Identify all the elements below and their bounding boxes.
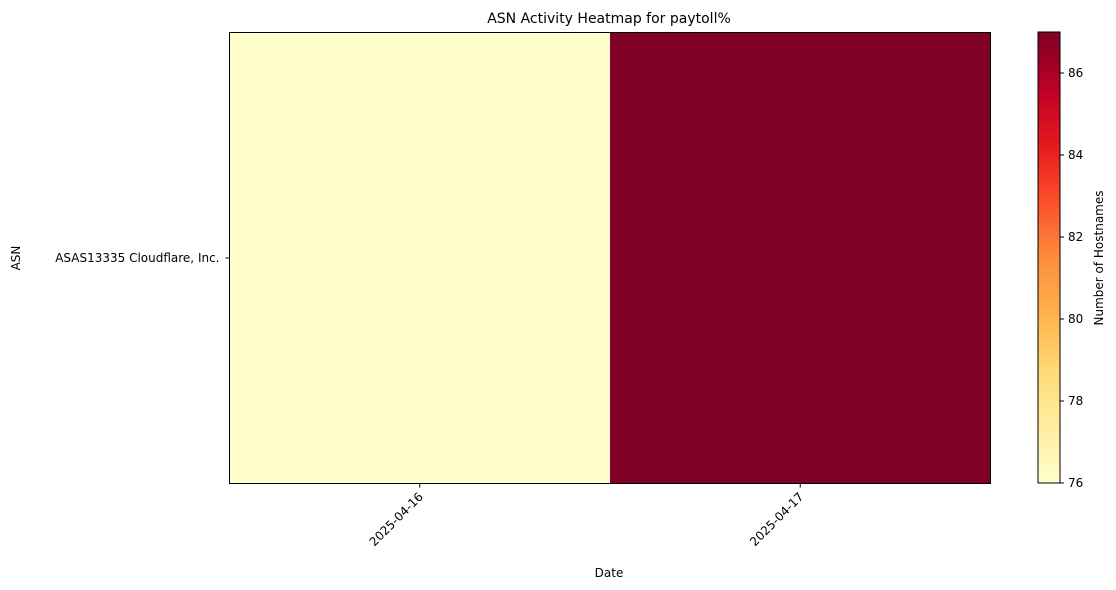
- colorbar-tick-label: 86: [1068, 66, 1083, 80]
- colorbar-tick-label: 80: [1068, 312, 1083, 326]
- y-axis-ticks: ASAS13335 Cloudflare, Inc.: [55, 251, 230, 265]
- colorbar-tick-label: 76: [1068, 476, 1083, 490]
- x-axis-label: Date: [595, 566, 624, 580]
- colorbar-tick-label: 78: [1068, 394, 1083, 408]
- x-tick-label: 2025-04-16: [367, 490, 426, 549]
- heatmap-cell: [229, 32, 610, 484]
- heatmap-cell: [610, 32, 991, 484]
- y-tick-label: ASAS13335 Cloudflare, Inc.: [55, 251, 219, 265]
- colorbar-ticks: 76 78 80 82 84 86: [1060, 66, 1083, 490]
- colorbar-tick-label: 84: [1068, 148, 1083, 162]
- x-axis-ticks: 2025-04-16 2025-04-17: [367, 483, 806, 549]
- heatmap-cells: [229, 32, 991, 484]
- colorbar-tick-label: 82: [1068, 230, 1083, 244]
- colorbar-label: Number of Hostnames: [1092, 190, 1106, 325]
- colorbar: [1037, 31, 1061, 484]
- x-tick-label: 2025-04-17: [747, 490, 806, 549]
- chart-title: ASN Activity Heatmap for paytoll%: [487, 11, 731, 27]
- y-axis-label: ASN: [9, 246, 23, 271]
